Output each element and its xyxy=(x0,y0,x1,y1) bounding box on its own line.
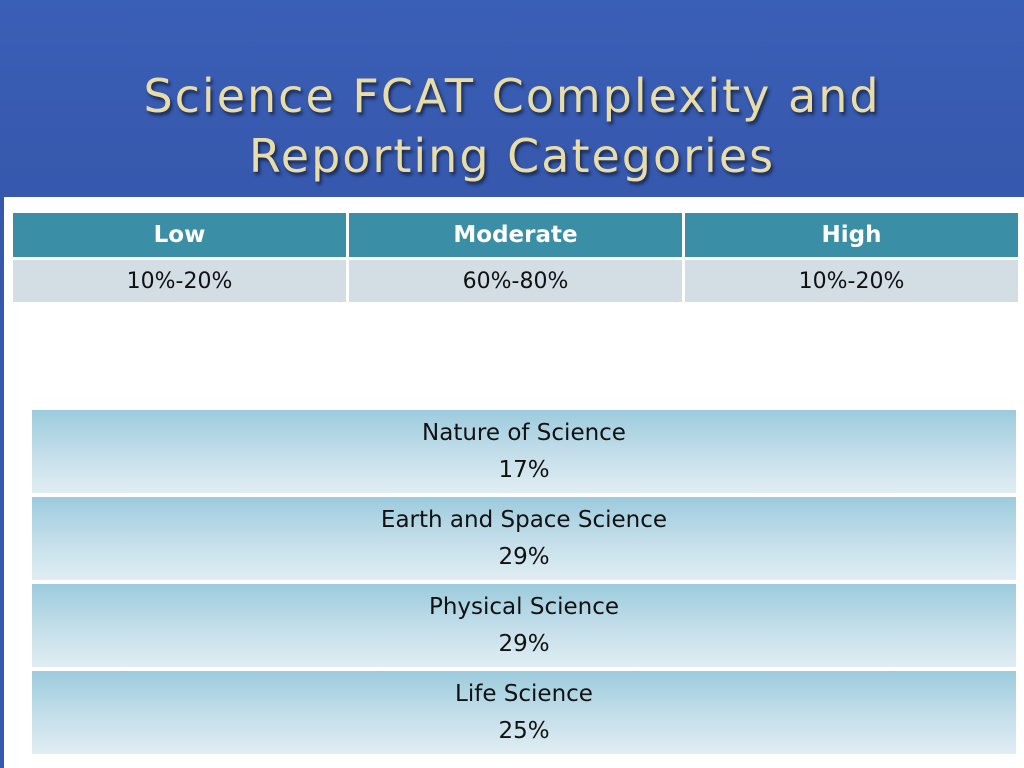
complexity-header-row: Low Moderate High xyxy=(10,210,1021,260)
value-moderate: 60%-80% xyxy=(346,257,685,305)
title-band xyxy=(0,0,1024,197)
slide-title: Science FCAT Complexity and Reporting Ca… xyxy=(143,69,881,183)
category-percent: 29% xyxy=(498,630,550,657)
category-nature-of-science: Nature of Science 17% xyxy=(32,410,1016,493)
category-name: Life Science xyxy=(455,680,593,707)
category-percent: 29% xyxy=(498,543,550,570)
category-physical-science: Physical Science 29% xyxy=(32,584,1016,667)
complexity-value-row: 10%-20% 60%-80% 10%-20% xyxy=(10,257,1021,305)
value-high: 10%-20% xyxy=(682,257,1021,305)
category-name: Nature of Science xyxy=(422,419,626,446)
category-name: Earth and Space Science xyxy=(380,506,668,533)
value-low: 10%-20% xyxy=(10,257,349,305)
category-earth-and-space-science: Earth and Space Science 29% xyxy=(32,497,1016,580)
header-moderate: Moderate xyxy=(346,210,685,260)
reporting-categories-list: Nature of Science 17% Earth and Space Sc… xyxy=(32,410,1016,758)
category-percent: 25% xyxy=(498,717,550,744)
header-high: High xyxy=(682,210,1021,260)
left-edge-border xyxy=(0,197,4,768)
category-name: Physical Science xyxy=(428,593,620,620)
header-low: Low xyxy=(10,210,349,260)
complexity-table: Low Moderate High 10%-20% 60%-80% 10%-20… xyxy=(10,210,1021,305)
category-life-science: Life Science 25% xyxy=(32,671,1016,754)
category-percent: 17% xyxy=(498,456,550,483)
